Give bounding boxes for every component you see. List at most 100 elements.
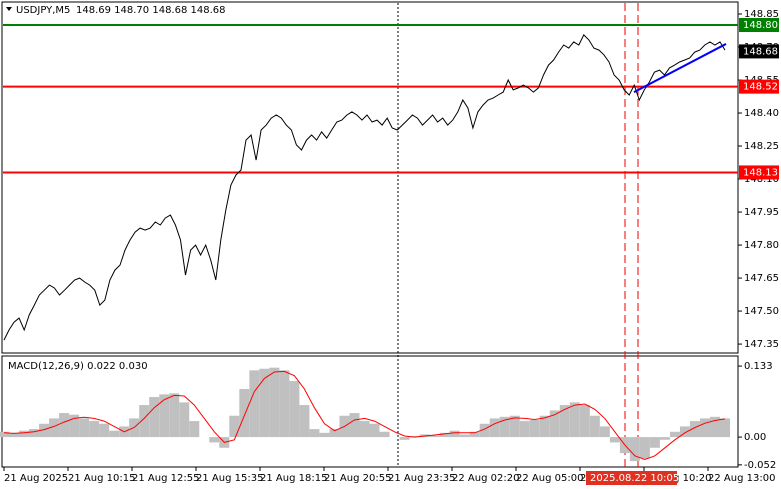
macd-bar bbox=[359, 421, 370, 438]
x-tick-label: 21 Aug 20:55 bbox=[324, 473, 391, 484]
y-tick-label: 148.10 bbox=[744, 174, 779, 185]
x-tick-label: 21 Aug 10:15 bbox=[68, 473, 135, 484]
macd-bar bbox=[459, 434, 470, 438]
macd-bar bbox=[509, 415, 520, 438]
level-label: 148.13 bbox=[743, 167, 778, 178]
y-tick-label: 147.65 bbox=[744, 273, 779, 284]
cursor-label-box bbox=[586, 471, 677, 485]
macd-bar bbox=[669, 431, 680, 438]
macd-bar bbox=[559, 405, 570, 438]
y-tick-label: 0.133 bbox=[744, 361, 773, 372]
y-tick-label: 0.00 bbox=[744, 432, 766, 443]
level-box bbox=[739, 18, 779, 33]
y-tick-label: 148.85 bbox=[744, 9, 779, 20]
macd-bar bbox=[59, 413, 70, 438]
macd-bar bbox=[109, 430, 120, 438]
cursor-label: 2025.08.22 10:05 bbox=[590, 473, 679, 484]
macd-bar bbox=[709, 416, 720, 438]
macd-bar bbox=[9, 432, 20, 438]
macd-title: MACD(12,26,9) 0.022 0.030 bbox=[8, 361, 148, 372]
trendline bbox=[633, 43, 727, 94]
ohlc: 148.69 148.70 148.68 148.68 bbox=[76, 5, 226, 16]
macd-bar bbox=[369, 423, 380, 438]
macd-bar bbox=[429, 435, 440, 438]
macd-bar bbox=[639, 437, 650, 459]
macd-bar bbox=[49, 418, 60, 438]
x-tick-label: 22 Aug 02:20 bbox=[452, 473, 519, 484]
macd-bar bbox=[259, 368, 270, 438]
macd-bar bbox=[19, 430, 30, 438]
macd-bar bbox=[279, 370, 290, 438]
macd-bar bbox=[499, 416, 510, 438]
x-tick-label: 21 Aug 23:35 bbox=[388, 473, 455, 484]
macd-bar bbox=[239, 389, 250, 438]
macd-bar bbox=[629, 437, 640, 462]
macd-bar bbox=[179, 402, 190, 438]
macd-bar bbox=[159, 394, 170, 438]
current-price-label: 148.68 bbox=[743, 46, 778, 57]
macd-bar bbox=[309, 429, 320, 438]
macd-bar bbox=[29, 429, 40, 438]
x-tick-label: 22 Aug 13:00 bbox=[708, 473, 775, 484]
y-tick-label: 148.25 bbox=[744, 141, 779, 152]
macd-bar bbox=[319, 432, 330, 438]
macd-bar bbox=[689, 421, 700, 438]
macd-bar bbox=[269, 367, 280, 438]
macd-bar bbox=[79, 418, 90, 438]
level-box bbox=[739, 79, 779, 94]
price-line bbox=[3, 34, 726, 341]
level-box bbox=[739, 165, 779, 180]
macd-bar bbox=[0, 431, 9, 438]
macd-bar bbox=[39, 423, 50, 438]
macd-bar bbox=[439, 432, 450, 438]
macd-frame bbox=[1, 355, 739, 468]
macd-bar bbox=[699, 418, 710, 438]
y-tick-label: 147.50 bbox=[744, 306, 779, 317]
macd-bar bbox=[209, 437, 220, 443]
macd-bar bbox=[529, 420, 540, 438]
x-tick-label: 22 Aug 05:00 bbox=[516, 473, 583, 484]
macd-bar bbox=[679, 426, 690, 438]
y-tick-label: -0.052 bbox=[744, 460, 776, 471]
macd-bar bbox=[659, 437, 670, 440]
macd-bar bbox=[289, 381, 300, 438]
macd-bar bbox=[99, 423, 110, 438]
macd-bar bbox=[409, 436, 420, 438]
macd-bar bbox=[329, 429, 340, 438]
macd-bar bbox=[139, 405, 150, 438]
macd-bar bbox=[579, 405, 590, 438]
level-label: 148.80 bbox=[743, 20, 778, 31]
macd-bar bbox=[469, 431, 480, 438]
menu-arrow bbox=[6, 7, 12, 11]
macd-bar bbox=[449, 430, 460, 438]
macd-signal bbox=[3, 370, 726, 461]
symbol: USDJPY,M5 bbox=[16, 5, 70, 16]
macd-bar bbox=[249, 370, 260, 438]
macd-bar bbox=[539, 415, 550, 438]
y-tick-label: 147.35 bbox=[744, 339, 779, 350]
x-tick-label: 22 Aug 10:20 bbox=[644, 473, 711, 484]
main-frame bbox=[1, 1, 739, 354]
macd-bar bbox=[379, 431, 390, 438]
macd-bar bbox=[489, 418, 500, 438]
macd-bar bbox=[69, 414, 80, 438]
x-tick-label: 21 Aug 12:55 bbox=[132, 473, 199, 484]
level-label: 148.52 bbox=[743, 82, 778, 93]
macd-bar bbox=[649, 437, 660, 448]
y-tick-label: 147.95 bbox=[744, 207, 779, 218]
x-tick-label: 21 Aug 15:35 bbox=[196, 473, 263, 484]
y-tick-label: 148.40 bbox=[744, 108, 779, 119]
macd-bar bbox=[479, 423, 490, 438]
layer: 148.85148.70148.55148.40148.25148.10147.… bbox=[0, 9, 779, 485]
macd-bar bbox=[399, 437, 410, 440]
macd-bar bbox=[169, 393, 180, 438]
x-tick-label: 21 Aug 2025 bbox=[4, 473, 68, 484]
x-tick-label: 21 Aug 18:15 bbox=[260, 473, 327, 484]
macd-bar bbox=[519, 421, 530, 438]
macd-bar bbox=[229, 415, 240, 438]
macd-bar bbox=[149, 397, 160, 438]
macd-bar bbox=[89, 421, 100, 438]
macd-bar bbox=[609, 437, 620, 443]
macd-bar bbox=[349, 413, 360, 438]
